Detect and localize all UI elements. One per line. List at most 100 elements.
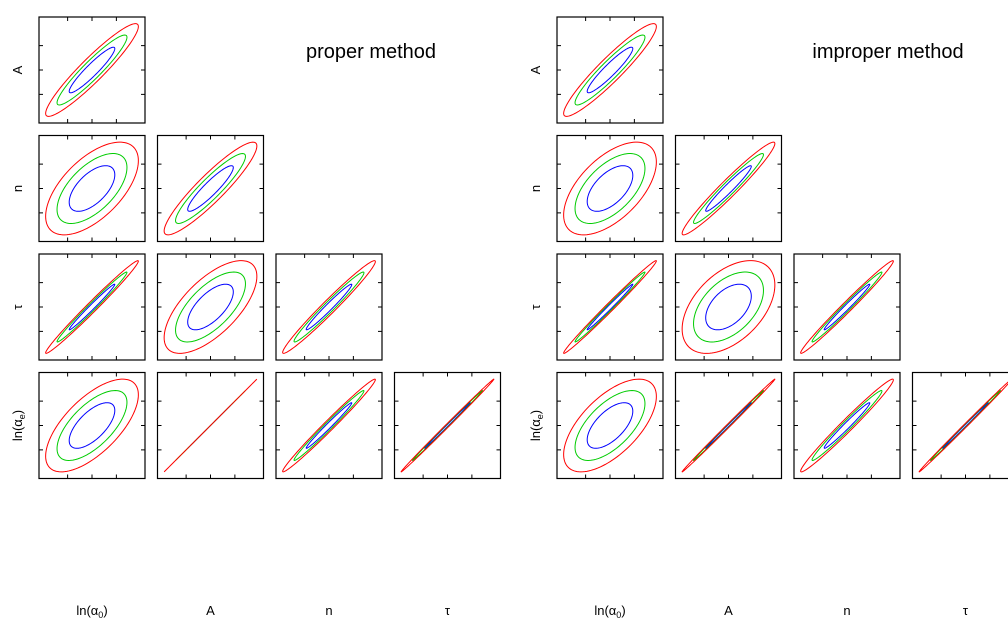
inner-contour: [424, 402, 471, 449]
panel-frame: [38, 371, 146, 480]
middle-contour: [574, 390, 646, 461]
middle-contour: [56, 153, 128, 224]
outer-contour: [282, 378, 376, 473]
contour-panel: [793, 371, 901, 480]
column-label: n: [843, 603, 850, 618]
inner-contour: [942, 402, 989, 449]
contour-panel: [674, 253, 783, 361]
row-label: A: [10, 65, 25, 74]
row-label: ln(αe): [10, 410, 27, 441]
middle-contour: [811, 271, 883, 343]
contour-panel: [674, 371, 783, 480]
outer-contour: [563, 23, 657, 117]
panel-frame: [793, 253, 901, 361]
inner-contour: [305, 402, 353, 449]
middle-contour: [574, 153, 646, 224]
contour-panel: [156, 253, 265, 361]
middle-contour: [293, 390, 365, 461]
middle-contour: [411, 389, 484, 462]
row-label: n: [10, 185, 25, 192]
contour-panel: [38, 371, 146, 480]
panel-frame: [674, 253, 783, 361]
column-label: τ: [445, 603, 451, 618]
inner-contour: [68, 165, 116, 212]
panel-frame: [556, 253, 664, 361]
inner-contour: [705, 283, 752, 331]
row-label: τ: [528, 304, 543, 310]
outer-contour: [681, 260, 776, 354]
middle-contour: [811, 390, 883, 461]
inner-contour: [68, 46, 116, 94]
middle-contour: [574, 271, 646, 343]
column-label: A: [206, 603, 215, 618]
inner-contour: [586, 283, 634, 331]
contour-panel: [674, 134, 783, 243]
inner-contour: [823, 283, 871, 331]
column-label: ln(α0): [594, 603, 625, 620]
outer-contour: [681, 141, 776, 236]
panel-frame: [556, 371, 664, 480]
contour-panel: [393, 371, 502, 480]
contour-panel: [556, 134, 664, 243]
panel-frame: [393, 371, 502, 480]
outer-contour: [800, 378, 894, 473]
chart-title: proper method: [306, 41, 436, 63]
inner-contour: [68, 283, 116, 331]
inner-contour: [823, 402, 871, 449]
contour-panel: [38, 16, 146, 124]
contour-panel: [556, 253, 664, 361]
panel-frame: [556, 16, 664, 124]
outer-contour: [400, 378, 495, 473]
outer-contour: [45, 260, 139, 354]
column-label: n: [325, 603, 332, 618]
outer-contour: [563, 141, 657, 236]
row-label: ln(αe): [528, 410, 545, 441]
inner-contour: [586, 46, 634, 94]
outer-contour: [681, 378, 776, 473]
outer-contour: [163, 378, 258, 473]
outer-contour: [45, 141, 139, 236]
outer-contour: [163, 141, 258, 236]
panel-frame: [556, 134, 664, 243]
panel-frame: [674, 134, 783, 243]
row-label: A: [528, 65, 543, 74]
contour-panel: [38, 253, 146, 361]
inner-contour: [586, 165, 634, 212]
inner-contour: [586, 402, 634, 449]
middle-contour: [293, 271, 365, 343]
contour-panel: [556, 16, 664, 124]
inner-contour: [305, 283, 353, 331]
inner-contour: [705, 165, 752, 212]
contour-panel: [156, 134, 265, 243]
middle-contour: [692, 389, 765, 462]
panel-frame: [674, 371, 783, 480]
contour-panel: [793, 253, 901, 361]
panel-frame: [793, 371, 901, 480]
outer-contour: [800, 260, 894, 354]
panel-frame: [38, 253, 146, 361]
column-label: τ: [963, 603, 969, 618]
panel-frame: [156, 134, 265, 243]
middle-contour: [929, 389, 1002, 462]
contour-panel: [556, 371, 664, 480]
column-label: ln(α0): [76, 603, 107, 620]
outer-contour: [563, 260, 657, 354]
middle-contour: [693, 271, 764, 343]
middle-contour: [574, 34, 646, 106]
outer-contour: [563, 378, 657, 473]
row-label: τ: [10, 304, 25, 310]
outer-contour: [45, 23, 139, 117]
middle-contour: [175, 271, 246, 343]
panel-frame: [38, 16, 146, 124]
inner-contour: [187, 283, 234, 331]
column-label: A: [724, 603, 733, 618]
contour-panel: [275, 371, 383, 480]
panel-frame: [275, 371, 383, 480]
outer-contour: [282, 260, 376, 354]
panel-frame: [275, 253, 383, 361]
outer-contour: [918, 381, 1008, 473]
contour-panel: [275, 253, 383, 361]
